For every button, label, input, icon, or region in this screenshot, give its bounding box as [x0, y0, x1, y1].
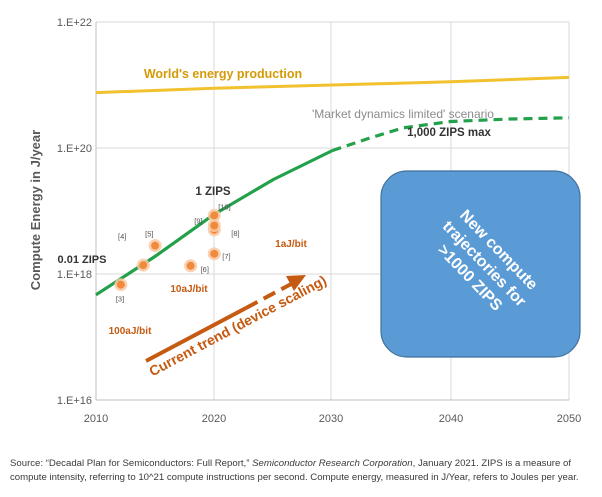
point-ref-label: [4]	[118, 232, 126, 241]
data-point-label: [10]	[218, 202, 231, 211]
world-energy-label: World's energy production	[144, 67, 302, 81]
market-scenario-label: 'Market dynamics limited' scenario	[312, 107, 494, 121]
trend-arrow-solid	[145, 306, 247, 363]
y-tick-label: 1.E+22	[57, 17, 92, 29]
new-trajectories-box	[380, 170, 581, 358]
caption-suffix: , January 2021. ZIPS is a measure of com…	[10, 458, 579, 483]
x-tick-label: 2030	[319, 413, 343, 425]
y-tick-label: 1.E+18	[57, 269, 92, 281]
data-point	[210, 221, 219, 230]
data-point	[151, 241, 160, 250]
data-point-label: [8]	[231, 229, 239, 238]
data-point-label: [3]	[116, 295, 124, 304]
trend-arrow-head	[286, 275, 306, 291]
one-zips-label: 1 ZIPS	[195, 186, 230, 198]
x-tick-label: 2050	[557, 413, 581, 425]
data-point	[139, 261, 148, 270]
trend-arrow-dashed	[245, 281, 294, 310]
x-tick-label: 2010	[84, 413, 108, 425]
data-point	[210, 249, 219, 258]
y-tick-label: 1.E+20	[57, 143, 92, 155]
series-line	[331, 116, 570, 153]
data-point	[186, 261, 195, 270]
energy-chart: 1.E+22 1.E+20 1.E+18 1.E+16 2010 2020 20…	[28, 17, 582, 425]
figure-caption: Source: “Decadal Plan for Semiconductors…	[10, 457, 595, 485]
zips-max-label: 1,000 ZIPS max	[407, 127, 491, 139]
data-point	[210, 211, 219, 220]
y-axis-title: Compute Energy in J/year	[28, 130, 43, 290]
series-line	[95, 75, 570, 95]
data-point-label: [9]	[194, 216, 202, 225]
aj-100-label: 100aJ/bit	[109, 326, 152, 337]
data-point-label: [5]	[145, 230, 153, 239]
data-point-label: [6]	[201, 265, 209, 274]
x-tick-label: 2040	[439, 413, 463, 425]
x-tick-label: 2020	[202, 413, 226, 425]
aj-10-label: 10aJ/bit	[170, 284, 208, 295]
data-point-label: [7]	[222, 252, 230, 261]
y-tick-label: 1.E+16	[57, 395, 92, 407]
point01-zips-label: 0.01 ZIPS	[58, 254, 107, 266]
caption-prefix: Source: “Decadal Plan for Semiconductors…	[10, 458, 253, 469]
data-point	[116, 280, 125, 289]
caption-source: Semiconductor Research Corporation	[252, 458, 413, 469]
aj-1-label: 1aJ/bit	[275, 239, 307, 250]
points-layer: [3] [5] [6] [7] [8] [9] [10]	[114, 202, 240, 304]
